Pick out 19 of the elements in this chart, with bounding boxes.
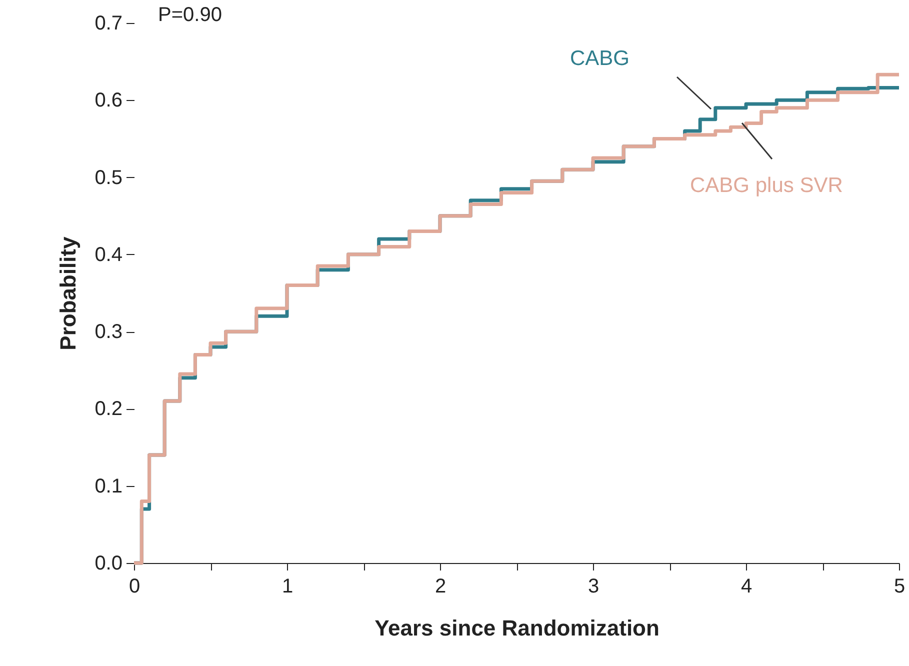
y-axis-title: Probability <box>56 236 81 350</box>
x-axis-title: Years since Randomization <box>374 616 660 640</box>
x-tick-label: 5 <box>894 576 906 598</box>
x-tick-label: 4 <box>740 576 752 598</box>
y-tick-label: 0.5 <box>94 166 122 189</box>
series-label: CABG plus SVR <box>690 174 843 197</box>
x-tick-label: 1 <box>282 576 294 598</box>
y-tick-label: 0.3 <box>94 321 122 344</box>
y-tick-label: 0.2 <box>94 398 122 420</box>
annotation: P=0.90 <box>158 4 222 26</box>
y-tick-label: 0.6 <box>94 90 122 112</box>
x-tick-label: 0 <box>128 576 140 598</box>
y-tick-label: 0.4 <box>94 244 122 266</box>
text: CABG <box>570 47 630 70</box>
y-tick-label: 0.7 <box>94 12 122 34</box>
y-tick-label: 0.0 <box>94 552 122 574</box>
x-tick-label: 3 <box>588 576 600 598</box>
x-tick-label: 2 <box>434 576 446 598</box>
y-tick-label: 0.1 <box>94 475 122 498</box>
